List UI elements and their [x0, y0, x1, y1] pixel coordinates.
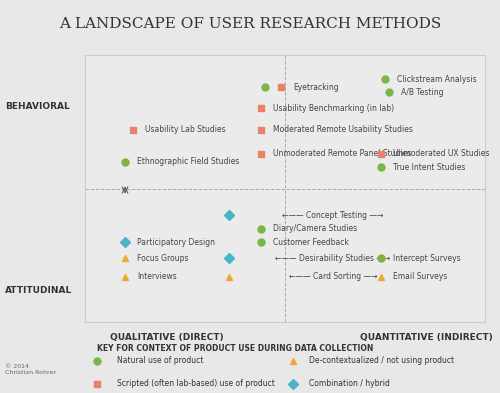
Text: QUALITATIVE (DIRECT): QUALITATIVE (DIRECT) [110, 334, 224, 342]
Text: True Intent Studies: True Intent Studies [393, 163, 466, 172]
Text: Intercept Surveys: Intercept Surveys [393, 253, 460, 263]
Text: Eyetracking: Eyetracking [293, 83, 339, 92]
Text: ←—— Card Sorting —→: ←—— Card Sorting —→ [289, 272, 378, 281]
Text: Unmoderated Remote Panel Studies: Unmoderated Remote Panel Studies [273, 149, 411, 158]
Text: Natural use of product: Natural use of product [117, 356, 204, 365]
Text: Scripted (often lab-based) use of product: Scripted (often lab-based) use of produc… [117, 380, 275, 388]
Text: A LANDSCAPE OF USER RESEARCH METHODS: A LANDSCAPE OF USER RESEARCH METHODS [59, 17, 441, 31]
Text: A/B Testing: A/B Testing [401, 88, 444, 97]
Text: Focus Groups: Focus Groups [137, 253, 188, 263]
Text: Ethnographic Field Studies: Ethnographic Field Studies [137, 158, 240, 166]
Text: ATTITUDINAL: ATTITUDINAL [5, 286, 72, 295]
Text: Interviews: Interviews [137, 272, 177, 281]
Text: Combination / hybrid: Combination / hybrid [309, 380, 390, 388]
Text: ←—— Desirability Studies —→: ←—— Desirability Studies —→ [276, 253, 390, 263]
Text: Customer Feedback: Customer Feedback [273, 238, 349, 246]
Text: Moderated Remote Usability Studies: Moderated Remote Usability Studies [273, 125, 413, 134]
Text: De-contextualized / not using product: De-contextualized / not using product [309, 356, 454, 365]
Text: BEHAVIORAL: BEHAVIORAL [5, 102, 70, 110]
Text: Unmoderated UX Studies: Unmoderated UX Studies [393, 149, 490, 158]
Text: ←—— Concept Testing —→: ←—— Concept Testing —→ [282, 211, 384, 220]
Text: Clickstream Analysis: Clickstream Analysis [397, 75, 476, 84]
Text: © 2014
Christian Rohrer: © 2014 Christian Rohrer [5, 364, 56, 375]
Text: Diary/Camera Studies: Diary/Camera Studies [273, 224, 357, 233]
Text: Participatory Design: Participatory Design [137, 238, 215, 246]
Text: Usability Benchmarking (in lab): Usability Benchmarking (in lab) [273, 104, 394, 113]
Text: KEY FOR CONTEXT OF PRODUCT USE DURING DATA COLLECTION: KEY FOR CONTEXT OF PRODUCT USE DURING DA… [97, 344, 373, 353]
Text: Email Surveys: Email Surveys [393, 272, 448, 281]
Text: Usability Lab Studies: Usability Lab Studies [145, 125, 226, 134]
Text: QUANTITATIVE (INDIRECT): QUANTITATIVE (INDIRECT) [360, 334, 493, 342]
